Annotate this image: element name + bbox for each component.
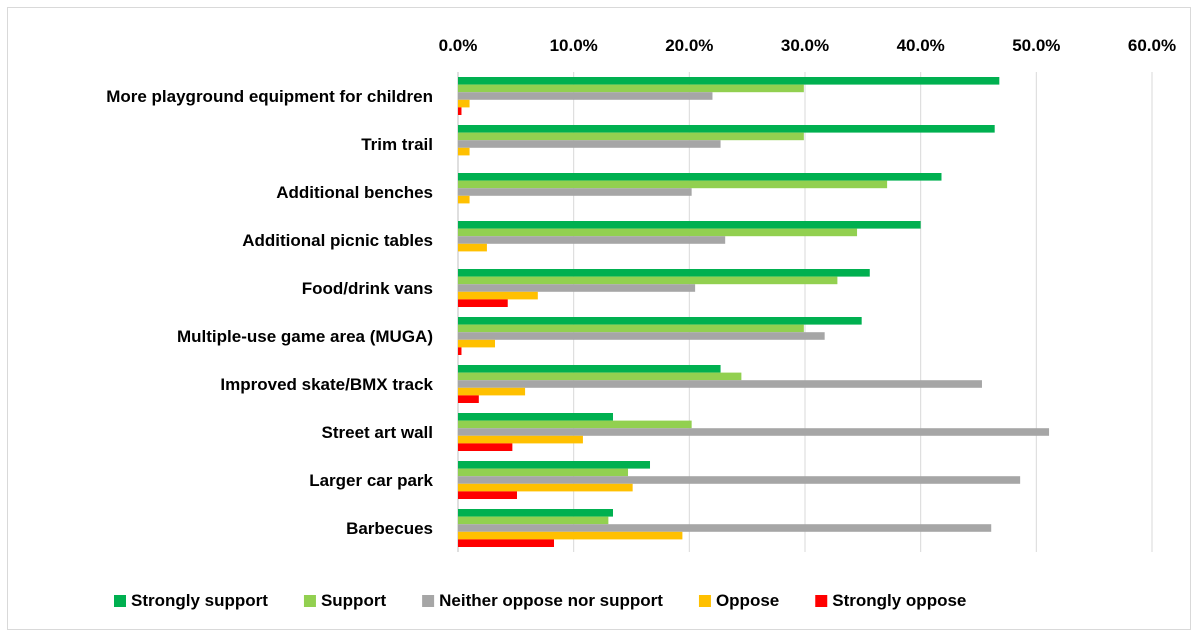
legend-swatch: [698, 595, 711, 607]
bar-strongly-oppose-4: [458, 299, 508, 307]
x-tick-label: 10.0%: [550, 36, 598, 55]
category-label: Additional benches: [276, 183, 433, 202]
bar-strongly-oppose-6: [458, 395, 479, 403]
legend-label: Strongly oppose: [832, 591, 966, 610]
bar-neither-oppose-nor-support-1: [458, 140, 721, 148]
category-label: Larger car park: [309, 471, 433, 490]
bar-strongly-support-5: [458, 317, 862, 325]
bar-oppose-3: [458, 243, 487, 252]
bar-strongly-oppose-0: [458, 107, 462, 115]
x-tick-label: 40.0%: [897, 36, 945, 55]
bar-strongly-support-3: [458, 221, 921, 229]
bar-neither-oppose-nor-support-3: [458, 236, 726, 244]
category-label: Improved skate/BMX track: [220, 375, 433, 394]
bar-strongly-support-1: [458, 125, 995, 133]
bar-strongly-support-0: [458, 77, 1000, 85]
legend-swatch: [815, 595, 828, 607]
bar-neither-oppose-nor-support-0: [458, 92, 713, 100]
bar-oppose-1: [458, 147, 470, 156]
bar-support-4: [458, 276, 838, 285]
bar-neither-oppose-nor-support-5: [458, 332, 825, 340]
legend-swatch: [303, 595, 316, 607]
bar-neither-oppose-nor-support-4: [458, 284, 696, 292]
bar-neither-oppose-nor-support-7: [458, 428, 1050, 436]
x-tick-label: 30.0%: [781, 36, 829, 55]
legend-label: Strongly support: [131, 591, 268, 610]
bar-neither-oppose-nor-support-6: [458, 380, 982, 388]
bar-strongly-oppose-9: [458, 539, 555, 547]
bar-support-0: [458, 84, 804, 93]
bar-support-1: [458, 132, 804, 141]
bar-support-6: [458, 372, 742, 381]
bar-support-8: [458, 468, 629, 477]
bar-support-3: [458, 228, 858, 237]
category-labels: More playground equipment for children Tr…: [106, 87, 433, 538]
bar-strongly-support-8: [458, 461, 651, 469]
bar-oppose-8: [458, 483, 633, 492]
category-label: Street art wall: [322, 423, 434, 442]
bar-strongly-oppose-7: [458, 443, 513, 451]
x-tick-label: 50.0%: [1012, 36, 1060, 55]
bar-strongly-oppose-8: [458, 491, 517, 499]
bar-neither-oppose-nor-support-9: [458, 524, 992, 532]
legend-label: Neither oppose nor support: [439, 591, 663, 610]
legend: Strongly support Support Neither oppose no…: [114, 591, 966, 610]
bar-strongly-support-4: [458, 269, 870, 277]
bar-support-7: [458, 420, 692, 429]
bar-support-2: [458, 180, 888, 189]
bar-oppose-4: [458, 291, 538, 300]
legend-label: Oppose: [716, 591, 779, 610]
legend-label: Support: [321, 591, 386, 610]
x-axis-ticks: 0.0% 10.0% 20.0% 30.0% 40.0% 50.0% 60.0%: [439, 36, 1176, 55]
bar-oppose-7: [458, 435, 583, 444]
bar-neither-oppose-nor-support-2: [458, 188, 692, 196]
bar-strongly-support-6: [458, 365, 721, 373]
category-label: Multiple-use game area (MUGA): [177, 327, 433, 346]
category-label: Trim trail: [361, 135, 433, 154]
x-tick-label: 0.0%: [439, 36, 478, 55]
legend-swatch: [422, 595, 435, 607]
bar-oppose-6: [458, 387, 526, 396]
bar-oppose-0: [458, 99, 470, 108]
bar-oppose-9: [458, 531, 683, 540]
category-label: Barbecues: [346, 519, 433, 538]
x-tick-label: 60.0%: [1128, 36, 1176, 55]
bar-oppose-2: [458, 195, 470, 204]
bar-strongly-support-2: [458, 173, 942, 181]
bar-support-9: [458, 516, 609, 525]
bar-neither-oppose-nor-support-8: [458, 476, 1021, 484]
bar-oppose-5: [458, 339, 496, 348]
bar-strongly-support-7: [458, 413, 613, 421]
category-label: Additional picnic tables: [242, 231, 433, 250]
x-tick-label: 20.0%: [665, 36, 713, 55]
bar-strongly-support-9: [458, 509, 613, 517]
category-label: More playground equipment for children: [106, 87, 433, 106]
bar-strongly-oppose-5: [458, 347, 462, 355]
legend-swatch: [114, 595, 126, 607]
bars: [458, 77, 1050, 547]
bar-support-5: [458, 324, 804, 333]
category-label: Food/drink vans: [302, 279, 433, 298]
